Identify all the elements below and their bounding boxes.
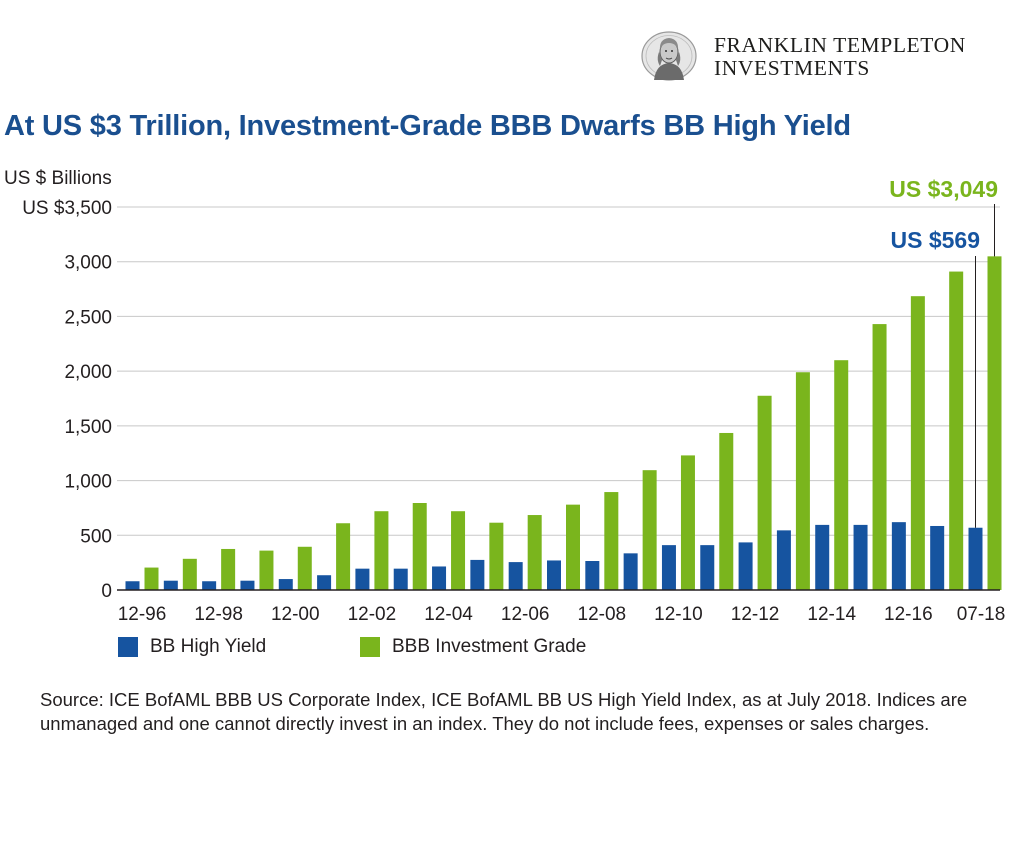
y-tick-label-0: 0 xyxy=(101,581,112,602)
bar-bb-high-yield-12-15 xyxy=(853,524,868,590)
chart-legend: BB High Yield BBB Investment Grade xyxy=(0,636,1024,662)
bar-bbb-investment-grade-12-14 xyxy=(834,360,849,590)
benjamin-franklin-portrait-icon xyxy=(641,31,697,81)
bar-bbb-investment-grade-12-07 xyxy=(566,504,580,590)
bar-bbb-investment-grade-12-05 xyxy=(489,522,504,590)
bar-bb-high-yield-12-12 xyxy=(738,542,753,590)
logo-line-1: FRANKLIN TEMPLETON xyxy=(714,33,966,57)
x-tick-label-12-16: 12-16 xyxy=(884,604,933,625)
bar-bbb-investment-grade-07-18 xyxy=(987,256,1002,590)
bar-bbb-investment-grade-12-96 xyxy=(144,567,159,590)
bar-bbb-investment-grade-12-02 xyxy=(374,511,389,590)
franklin-templeton-logo: FRANKLIN TEMPLETON INVESTMENTS xyxy=(640,30,1012,82)
bar-bbb-investment-grade-12-99 xyxy=(259,550,274,590)
bar-bb-high-yield-07-18 xyxy=(968,527,983,590)
y-tick-label-3500: US $3,500 xyxy=(22,198,112,219)
bar-bbb-investment-grade-12-01 xyxy=(336,523,351,590)
logo-wordmark: FRANKLIN TEMPLETON INVESTMENTS xyxy=(714,34,966,80)
legend-item-bb-high-yield: BB High Yield xyxy=(118,636,266,658)
y-axis-label: US $ Billions xyxy=(4,168,112,189)
bar-bbb-investment-grade-12-04 xyxy=(451,511,466,590)
x-tick-label-12-08: 12-08 xyxy=(578,604,627,625)
bar-bbb-investment-grade-12-06 xyxy=(527,515,542,590)
y-tick-label-2500: 2,500 xyxy=(64,307,112,328)
bar-bbb-investment-grade-12-09 xyxy=(642,470,657,590)
bar-bbb-investment-grade-12-03 xyxy=(412,503,427,590)
bar-chart: US $ Billions US $3,500 3,000 2,500 2,000 1,5… xyxy=(4,168,1006,625)
x-tick-label-12-02: 12-02 xyxy=(348,604,397,625)
logo-line-2: INVESTMENTS xyxy=(714,56,870,80)
x-tick-label-12-06: 12-06 xyxy=(501,604,550,625)
bar-bb-high-yield-12-10 xyxy=(661,545,676,590)
x-tick-label-12-96: 12-96 xyxy=(118,604,167,625)
bar-bb-high-yield-12-01 xyxy=(317,575,332,590)
bar-bbb-investment-grade-12-17 xyxy=(949,271,964,590)
bar-bbb-investment-grade-12-00 xyxy=(297,546,312,590)
legend-label-bb-high-yield: BB High Yield xyxy=(150,636,267,657)
y-tick-label-1500: 1,500 xyxy=(64,417,112,438)
y-tick-label-500: 500 xyxy=(80,526,112,547)
bar-bb-high-yield-12-09 xyxy=(623,553,638,590)
y-tick-label-3000: 3,000 xyxy=(64,253,112,274)
legend-item-bbb-investment-grade: BBB Investment Grade xyxy=(360,636,586,658)
bar-bb-high-yield-12-02 xyxy=(355,568,370,590)
bar-bb-high-yield-12-97 xyxy=(163,580,178,590)
bar-bb-high-yield-12-07 xyxy=(547,560,561,590)
bar-bbb-investment-grade-12-12 xyxy=(757,395,772,590)
bar-bb-high-yield-12-04 xyxy=(432,566,447,590)
x-tick-label-12-10: 12-10 xyxy=(654,604,703,625)
bar-bb-high-yield-12-13 xyxy=(776,530,791,590)
bar-bb-high-yield-12-17 xyxy=(930,525,945,590)
bar-bb-high-yield-12-16 xyxy=(891,522,906,590)
bar-bb-high-yield-12-00 xyxy=(278,579,293,590)
annotation-bb-value: US $569 xyxy=(890,227,980,253)
x-tick-label-12-14: 12-14 xyxy=(807,604,856,625)
bar-bbb-investment-grade-12-10 xyxy=(680,455,695,590)
bar-bb-high-yield-12-05 xyxy=(470,559,485,590)
legend-swatch-bb-high-yield xyxy=(118,637,138,657)
x-tick-label-12-12: 12-12 xyxy=(731,604,780,625)
annotation-bbb-value: US $3,049 xyxy=(889,176,998,202)
bar-bbb-investment-grade-12-97 xyxy=(182,558,197,590)
bar-bbb-investment-grade-12-08 xyxy=(604,492,619,590)
bar-bb-high-yield-12-14 xyxy=(815,524,830,590)
chart-title: At US $3 Trillion, Investment-Grade BBB … xyxy=(4,110,851,142)
bar-bbb-investment-grade-12-13 xyxy=(795,372,810,590)
bar-bb-high-yield-12-08 xyxy=(585,561,600,590)
bar-bb-high-yield-12-98 xyxy=(202,581,217,590)
y-tick-label-1000: 1,000 xyxy=(64,472,112,493)
bar-bbb-investment-grade-12-11 xyxy=(719,432,734,590)
x-tick-label-12-00: 12-00 xyxy=(271,604,320,625)
bar-bbb-investment-grade-12-15 xyxy=(872,324,887,590)
bar-bb-high-yield-12-96 xyxy=(125,581,140,590)
legend-swatch-bbb-investment-grade xyxy=(360,637,380,657)
x-tick-label-07-18: 07-18 xyxy=(957,604,1006,625)
bar-bb-high-yield-12-06 xyxy=(508,562,523,590)
bar-bb-high-yield-12-99 xyxy=(240,580,255,590)
legend-label-bbb-investment-grade: BBB Investment Grade xyxy=(392,636,587,657)
bar-bbb-investment-grade-12-98 xyxy=(221,548,236,590)
x-tick-label-12-98: 12-98 xyxy=(194,604,243,625)
x-tick-label-12-04: 12-04 xyxy=(424,604,473,625)
bar-bb-high-yield-12-03 xyxy=(393,568,408,590)
bar-bbb-investment-grade-12-16 xyxy=(910,296,925,590)
bar-bb-high-yield-12-11 xyxy=(700,545,715,590)
y-tick-label-2000: 2,000 xyxy=(64,362,112,383)
source-note: Source: ICE BofAML BBB US Corporate Inde… xyxy=(40,689,968,734)
